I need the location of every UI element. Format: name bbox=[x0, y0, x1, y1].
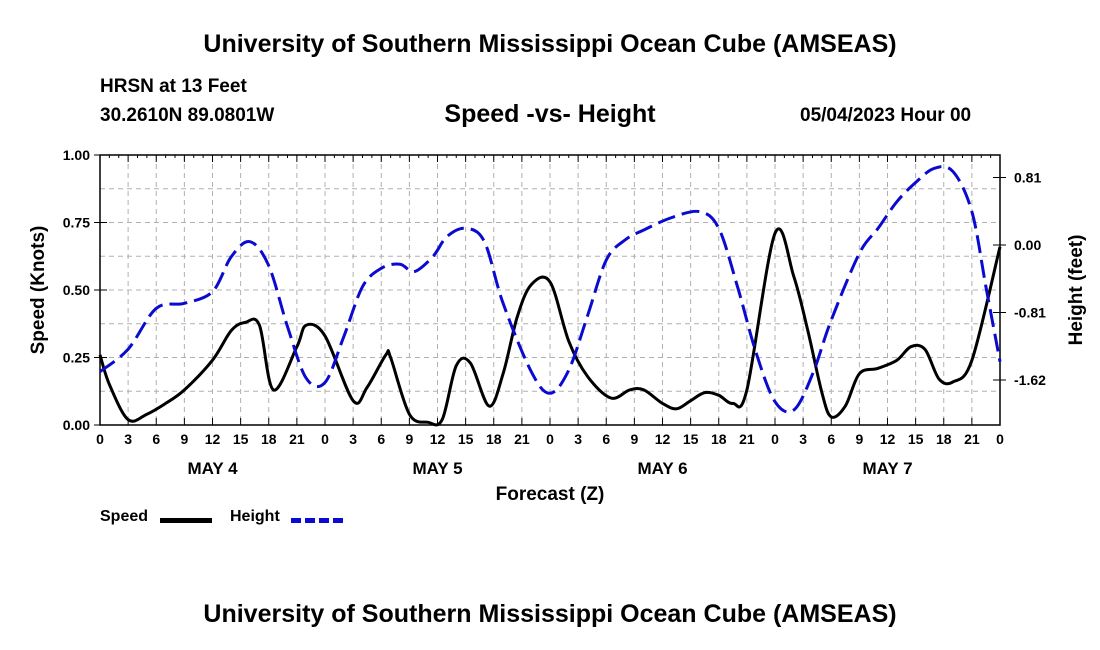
x-tick-label: 15 bbox=[233, 431, 249, 447]
x-tick-label: 0 bbox=[546, 431, 554, 447]
coordinates-label: 30.2610N 89.0801W bbox=[100, 105, 275, 126]
legend-speed-swatch bbox=[160, 518, 212, 523]
x-tick-label: 21 bbox=[289, 431, 305, 447]
x-axis-title: Forecast (Z) bbox=[496, 484, 605, 505]
x-tick-label: 18 bbox=[936, 431, 952, 447]
x-tick-label: 12 bbox=[655, 431, 671, 447]
day-label: MAY 7 bbox=[862, 459, 912, 478]
y2-tick-label: 0.81 bbox=[1014, 170, 1041, 186]
y2-tick-label: 0.00 bbox=[1014, 237, 1041, 253]
legend-height-label: Height bbox=[230, 508, 280, 525]
forecast-date: 05/04/2023 Hour 00 bbox=[800, 105, 972, 126]
x-tick-label: 21 bbox=[739, 431, 755, 447]
day-label: MAY 5 bbox=[412, 459, 462, 478]
y-tick-label: 0.75 bbox=[63, 215, 90, 231]
x-tick-label: 9 bbox=[180, 431, 188, 447]
x-tick-label: 18 bbox=[486, 431, 502, 447]
y-tick-label: 0.50 bbox=[63, 282, 90, 298]
x-tick-label: 15 bbox=[908, 431, 924, 447]
station-label: HRSN at 13 Feet bbox=[100, 76, 247, 97]
x-tick-label: 0 bbox=[96, 431, 104, 447]
series-line-speed bbox=[98, 227, 1002, 427]
x-tick-label: 9 bbox=[855, 431, 863, 447]
x-tick-label: 6 bbox=[827, 431, 835, 447]
chart-subtitle: Speed -vs- Height bbox=[444, 100, 656, 128]
footer-title: University of Southern Mississippi Ocean… bbox=[203, 600, 897, 628]
y-tick-label: 0.00 bbox=[63, 417, 90, 433]
x-tick-label: 18 bbox=[261, 431, 277, 447]
x-tick-label: 15 bbox=[458, 431, 474, 447]
x-tick-label: 3 bbox=[124, 431, 132, 447]
x-tick-label: 3 bbox=[574, 431, 582, 447]
x-tick-label: 9 bbox=[405, 431, 413, 447]
x-tick-label: 6 bbox=[602, 431, 610, 447]
x-tick-label: 0 bbox=[771, 431, 779, 447]
day-label: MAY 4 bbox=[187, 459, 238, 478]
x-tick-label: 12 bbox=[205, 431, 221, 447]
x-tick-label: 21 bbox=[514, 431, 530, 447]
y-axis-title: Speed (Knots) bbox=[28, 226, 49, 355]
x-tick-label: 3 bbox=[799, 431, 807, 447]
x-tick-label: 12 bbox=[880, 431, 896, 447]
legend-speed-label: Speed bbox=[100, 508, 149, 525]
day-label: MAY 6 bbox=[637, 459, 687, 478]
x-tick-label: 9 bbox=[630, 431, 638, 447]
y-tick-label: 0.25 bbox=[63, 350, 90, 366]
x-tick-label: 21 bbox=[964, 431, 980, 447]
series-line-height bbox=[99, 165, 1002, 414]
x-tick-label: 3 bbox=[349, 431, 357, 447]
x-tick-label: 6 bbox=[377, 431, 385, 447]
x-tick-label: 15 bbox=[683, 431, 699, 447]
x-tick-label: 12 bbox=[430, 431, 446, 447]
x-tick-label: 6 bbox=[152, 431, 160, 447]
x-tick-label: 0 bbox=[996, 431, 1004, 447]
x-tick-label: 0 bbox=[321, 431, 329, 447]
y-tick-label: 1.00 bbox=[63, 147, 90, 163]
y2-tick-label: -0.81 bbox=[1014, 305, 1046, 321]
x-tick-label: 18 bbox=[711, 431, 727, 447]
legend-height-swatch bbox=[291, 518, 343, 523]
chart-title: University of Southern Mississippi Ocean… bbox=[203, 30, 897, 58]
y2-axis-title: Height (feet) bbox=[1066, 235, 1087, 346]
plot-frame bbox=[99, 154, 1001, 426]
y2-tick-label: -1.62 bbox=[1014, 372, 1046, 388]
